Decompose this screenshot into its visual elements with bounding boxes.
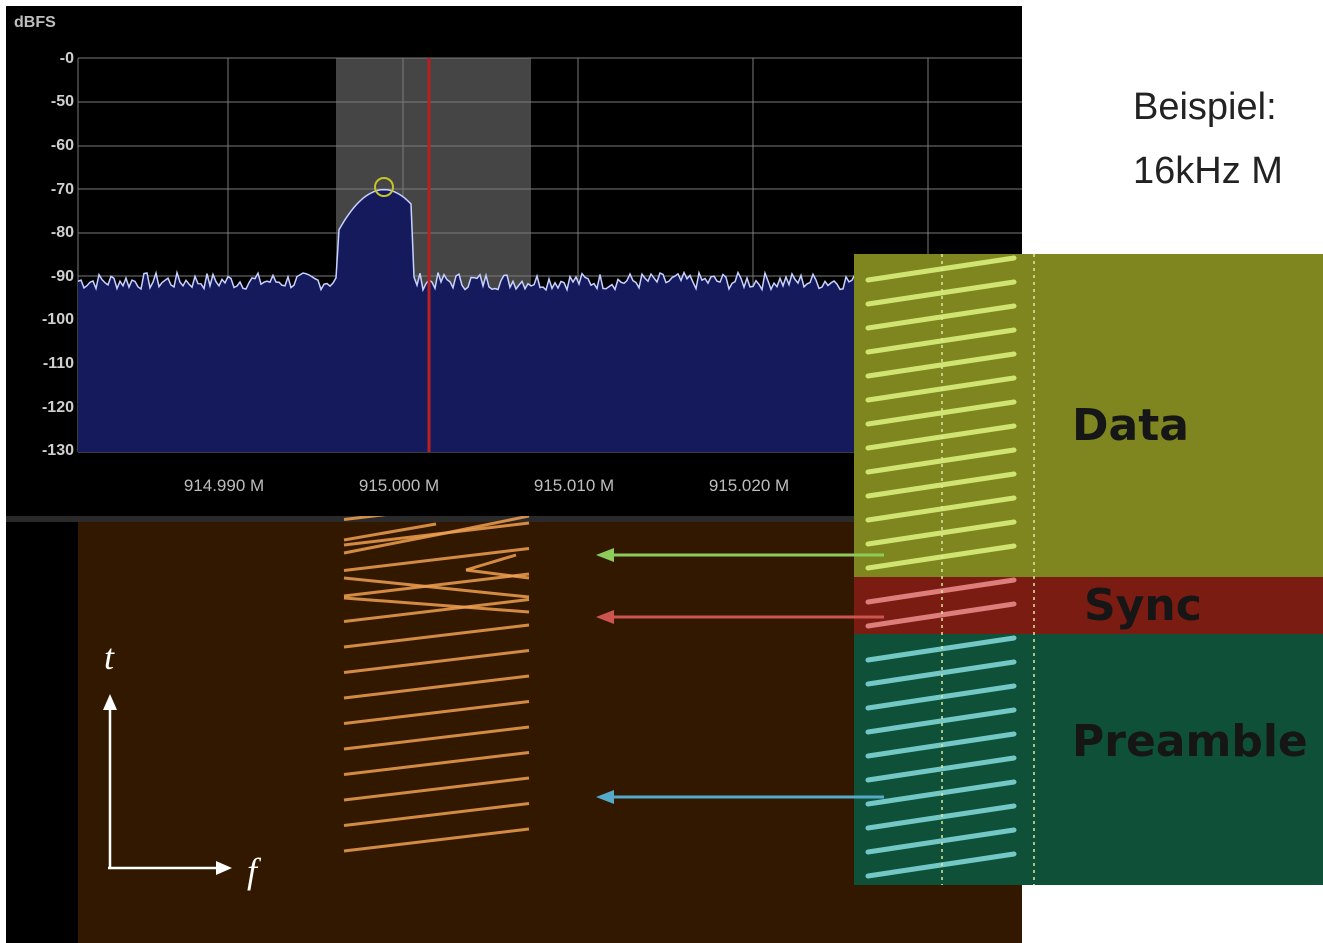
chirp-line <box>343 598 530 623</box>
legend-chirp-line <box>865 375 1017 403</box>
chirp-line <box>343 547 530 572</box>
legend-chirp-line <box>865 577 1017 605</box>
spectrum-panel: dBFS -0 -50 -60 -70 -80 -90 -100 -110 -1… <box>6 6 1022 516</box>
chirp-line <box>343 700 530 725</box>
y-tick-label: -100 <box>41 311 74 328</box>
waterfall-left-strip <box>6 516 78 943</box>
legend-chirp-line <box>865 399 1017 427</box>
legend-chirp-line <box>865 327 1017 355</box>
legend-chirp-line <box>865 659 1017 687</box>
chirp-traces <box>343 516 530 853</box>
chirp-line <box>343 572 530 598</box>
y-axis-unit: dBFS <box>14 14 56 31</box>
chirp-line <box>343 725 530 751</box>
chirp-line <box>343 776 530 802</box>
chirp-line <box>343 531 447 555</box>
peak-marker <box>374 177 394 197</box>
chirp-line <box>343 596 530 614</box>
legend-chirp-line <box>865 827 1017 855</box>
chirp-line <box>445 516 530 535</box>
legend-chirp-line <box>865 635 1017 663</box>
time-axis-label: t <box>104 637 115 677</box>
spectrum-plot <box>77 57 1022 453</box>
legend-chirp-line <box>865 447 1017 475</box>
legend-chirp-line <box>865 423 1017 451</box>
packet-structure-legend: Data Sync Preamble <box>854 254 1323 885</box>
legend-chirp-line <box>865 803 1017 831</box>
y-tick-label: -120 <box>41 399 74 416</box>
y-tick-label: -110 <box>42 355 74 372</box>
annotation-line-1: Beispiel: <box>1133 86 1277 128</box>
legend-chirp-line <box>865 601 1017 629</box>
legend-chirp-line <box>865 851 1017 879</box>
chirp-line <box>343 827 530 853</box>
chirp-line <box>343 623 530 649</box>
preamble-label: Preamble <box>1072 716 1308 767</box>
y-tick-label: -50 <box>50 93 74 110</box>
legend-chirp-line <box>865 683 1017 711</box>
chirp-line <box>343 576 530 599</box>
waterfall-panel <box>6 516 1022 943</box>
legend-chirp-line <box>865 707 1017 735</box>
legend-chirp-line <box>865 543 1017 571</box>
data-label: Data <box>1072 400 1189 451</box>
chirp-line <box>465 568 530 580</box>
chirp-line <box>343 751 530 776</box>
legend-chirp-line <box>865 519 1017 547</box>
chirp-line <box>343 802 530 827</box>
chirp-line <box>343 522 437 542</box>
legend-chirp-line <box>865 279 1017 307</box>
waterfall-plot <box>343 516 530 853</box>
sync-label: Sync <box>1084 580 1202 631</box>
x-tick-label: 915.010 M <box>533 476 615 495</box>
y-tick-label: -130 <box>41 442 74 459</box>
x-tick-label: 914.990 M <box>183 476 265 495</box>
legend-chirp-line <box>865 731 1017 759</box>
y-tick-label: -90 <box>50 268 74 285</box>
legend-chirp-line <box>865 779 1017 807</box>
frequency-axis-label: f <box>247 851 258 891</box>
legend-chirp-line <box>865 471 1017 499</box>
y-tick-label: -0 <box>59 50 74 67</box>
legend-chirp-line <box>865 351 1017 379</box>
chirp-line <box>343 649 530 674</box>
y-tick-label: -80 <box>50 224 74 241</box>
y-tick-label: -70 <box>50 181 74 198</box>
legend-chirps <box>865 254 1035 885</box>
legend-chirp-line <box>865 495 1017 523</box>
legend-chirp-line <box>865 755 1017 783</box>
legend-chirp-line <box>865 255 1017 283</box>
sync-section <box>854 577 1323 634</box>
y-tick-label: -60 <box>50 137 74 154</box>
chirp-line <box>465 553 517 572</box>
x-tick-label: 915.020 M <box>708 476 790 495</box>
chirp-line <box>343 674 530 700</box>
chirp-line <box>343 516 387 521</box>
annotation-line-2: 16kHz M <box>1133 150 1283 192</box>
legend-chirp-line <box>865 303 1017 331</box>
x-tick-label: 915.000 M <box>358 476 440 495</box>
spectrum-fill <box>78 189 1022 452</box>
